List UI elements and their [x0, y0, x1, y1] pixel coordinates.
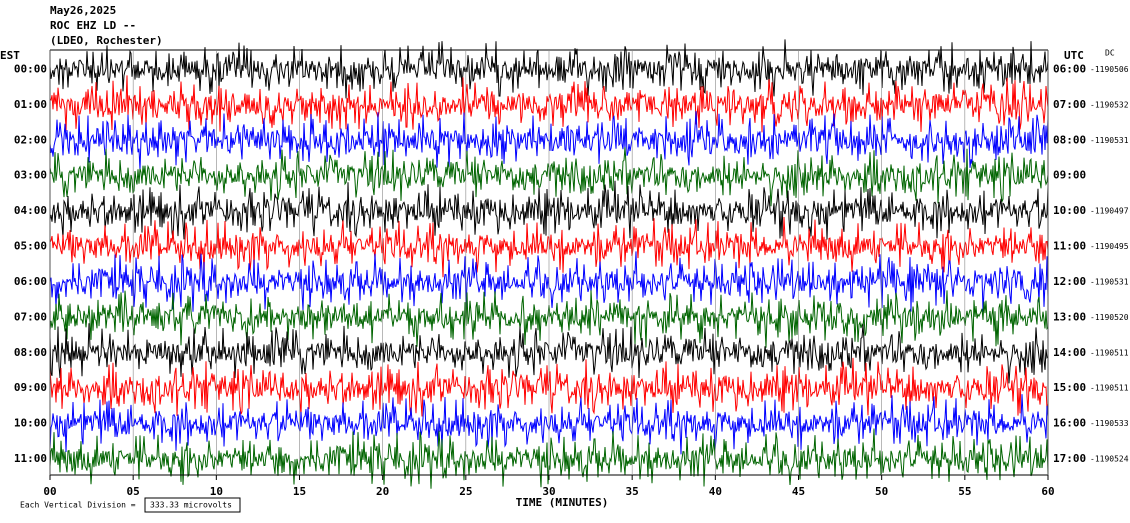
utc-label: 17:00: [1053, 452, 1086, 465]
x-tick-label: 40: [709, 485, 722, 498]
dc-value: -1190511: [1090, 384, 1129, 393]
title-line: ROC EHZ LD --: [50, 19, 136, 32]
utc-label: 08:00: [1053, 133, 1086, 146]
dc-value: -1190506: [1090, 65, 1129, 74]
est-label: 10:00: [14, 417, 47, 430]
est-label: 03:00: [14, 169, 47, 182]
est-label: 06:00: [14, 275, 47, 288]
x-tick-label: 60: [1041, 485, 1054, 498]
utc-label: 10:00: [1053, 204, 1086, 217]
x-tick-label: 25: [459, 485, 472, 498]
dc-value: -1190495: [1090, 242, 1129, 251]
x-tick-label: 20: [376, 485, 389, 498]
scale-note: Each Vertical Division =: [20, 501, 136, 510]
utc-label: 07:00: [1053, 98, 1086, 111]
title-line: (LDEO, Rochester): [50, 34, 163, 47]
est-label: 11:00: [14, 452, 47, 465]
est-label: 07:00: [14, 310, 47, 323]
title-line: May26,2025: [50, 4, 116, 17]
right-axis-label: UTC: [1064, 49, 1084, 62]
dc-value: -1190497: [1090, 207, 1129, 216]
est-label: 08:00: [14, 346, 47, 359]
dc-value: -1190524: [1090, 455, 1129, 464]
x-tick-label: 45: [792, 485, 805, 498]
x-tick-label: 15: [293, 485, 306, 498]
utc-label: 14:00: [1053, 346, 1086, 359]
dc-value: -1190533: [1090, 419, 1129, 428]
est-label: 02:00: [14, 133, 47, 146]
x-tick-label: 35: [626, 485, 639, 498]
x-axis-label: TIME (MINUTES): [516, 496, 609, 509]
utc-label: 16:00: [1053, 417, 1086, 430]
dc-value: -1190520: [1090, 313, 1129, 322]
dc-label: DC: [1105, 49, 1115, 58]
x-tick-label: 10: [210, 485, 223, 498]
est-label: 09:00: [14, 381, 47, 394]
scale-box: [144, 497, 241, 513]
x-tick-label: 00: [43, 485, 56, 498]
utc-label: 13:00: [1053, 310, 1086, 323]
x-tick-label: 55: [958, 485, 971, 498]
utc-label: 06:00: [1053, 62, 1086, 75]
dc-value: -1190511: [1090, 348, 1129, 357]
left-axis-label: EST: [0, 49, 20, 62]
scale-value: 333.33 microvolts: [150, 501, 232, 510]
utc-label: 11:00: [1053, 240, 1086, 253]
x-tick-label: 30: [542, 485, 555, 498]
est-label: 00:00: [14, 62, 47, 75]
est-label: 01:00: [14, 98, 47, 111]
utc-label: 12:00: [1053, 275, 1086, 288]
dc-value: -1190531: [1090, 136, 1129, 145]
utc-label: 15:00: [1053, 381, 1086, 394]
est-label: 05:00: [14, 240, 47, 253]
utc-label: 09:00: [1053, 169, 1086, 182]
x-tick-label: 50: [875, 485, 888, 498]
dc-value: -1190532: [1090, 100, 1129, 109]
x-tick-label: 05: [127, 485, 140, 498]
est-label: 04:00: [14, 204, 47, 217]
dc-value: -1190531: [1090, 277, 1129, 286]
